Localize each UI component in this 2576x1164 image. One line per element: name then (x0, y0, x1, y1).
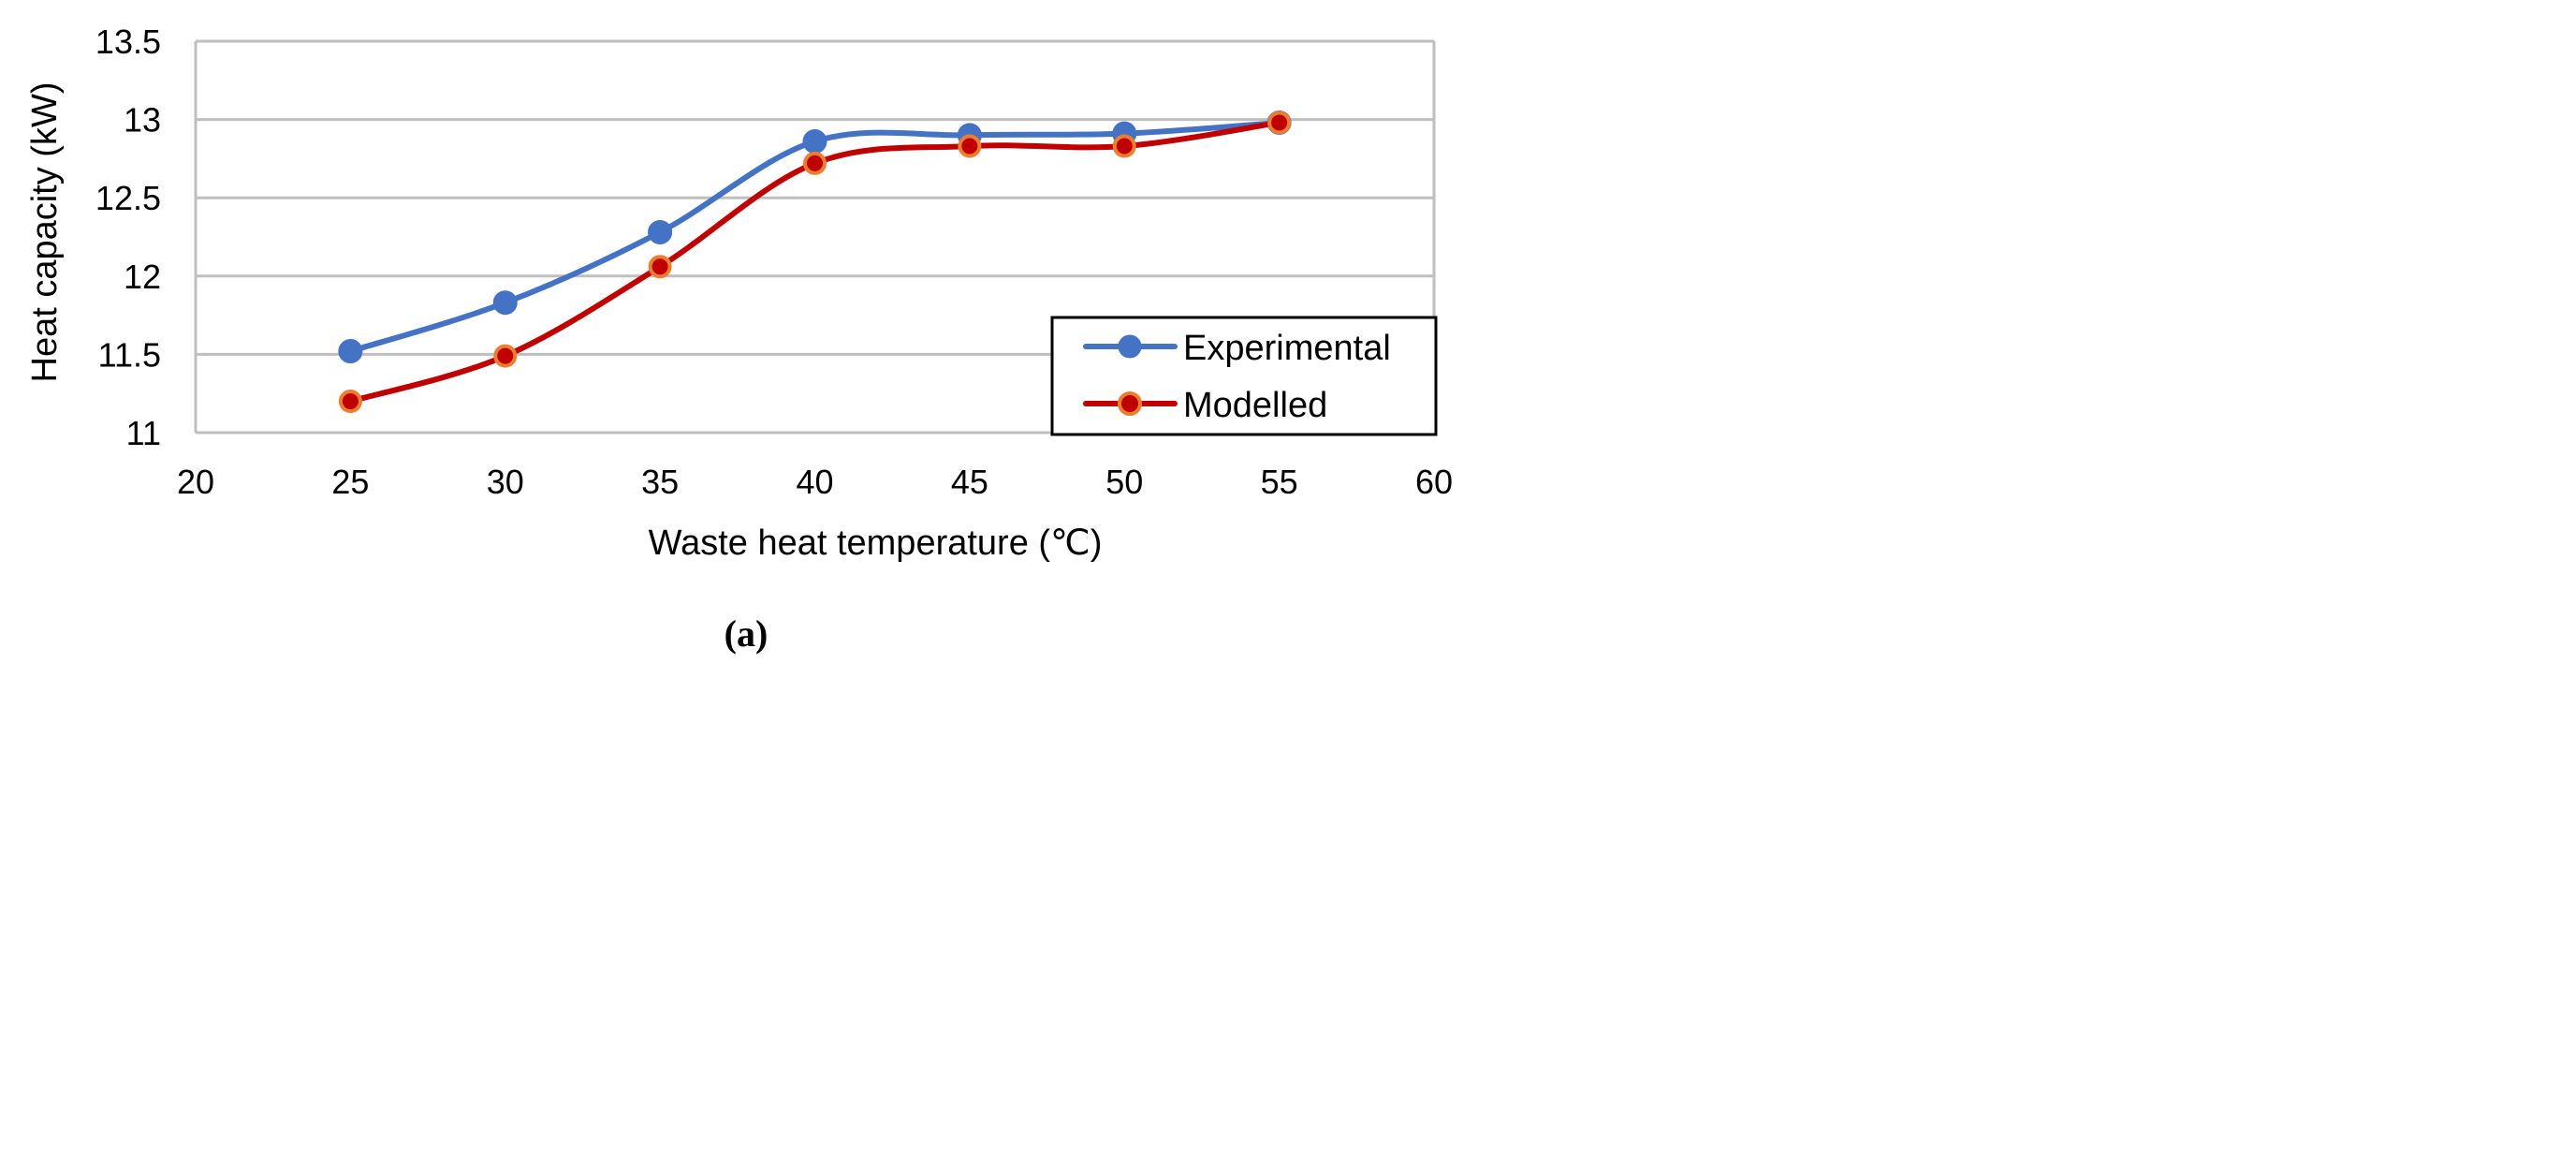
legend-swatch-marker-experimental (1118, 334, 1142, 359)
data-point-modelled (648, 255, 672, 279)
data-point-modelled (1267, 111, 1292, 135)
data-point-experimental (802, 129, 827, 155)
y-tick-label: 11.5 (98, 335, 161, 374)
y-tick-label: 12.5 (95, 179, 161, 217)
line-chart: 11 11.5 12 12.5 13 13.5 20 25 30 35 40 45 50 55 60 Wa… (25, 22, 1453, 655)
x-axis-title: Waste heat temperature (℃) (649, 523, 1103, 563)
legend-label-experimental: Experimental (1183, 329, 1391, 368)
y-tick-label: 13.5 (95, 22, 161, 61)
data-point-experimental (492, 290, 518, 316)
x-tick-label: 50 (1105, 463, 1143, 501)
x-tick-label: 45 (951, 463, 988, 501)
x-tick-label: 40 (796, 463, 833, 501)
series (338, 110, 1292, 414)
data-point-experimental (648, 219, 673, 244)
x-tick-label: 25 (331, 463, 369, 501)
legend-box (1050, 316, 1438, 436)
series-experimental (338, 110, 1292, 364)
data-point-modelled (493, 344, 518, 368)
y-axis-title: Heat capacity (kW) (25, 82, 65, 383)
y-tick-label: 12 (124, 258, 161, 296)
data-point-modelled (1112, 134, 1136, 158)
data-point-experimental (338, 339, 363, 364)
x-axis-ticks: 20 25 30 35 40 45 50 55 60 (177, 463, 1453, 501)
data-point-modelled (958, 134, 982, 158)
y-axis-ticks: 11 11.5 12 12.5 13 13.5 (95, 22, 161, 452)
x-tick-label: 60 (1415, 463, 1453, 501)
figure-caption: (a) (724, 612, 768, 655)
legend: Experimental Modelled (1050, 316, 1438, 436)
x-tick-label: 55 (1261, 463, 1298, 501)
y-tick-label: 11 (126, 414, 161, 452)
y-tick-label: 13 (124, 101, 161, 140)
legend-label-modelled: Modelled (1183, 386, 1327, 425)
data-point-modelled (338, 390, 362, 414)
series-modelled (338, 111, 1292, 414)
x-tick-label: 30 (487, 463, 524, 501)
data-point-modelled (803, 151, 827, 175)
x-tick-label: 35 (641, 463, 679, 501)
x-tick-label: 20 (177, 463, 214, 501)
legend-swatch-marker-modelled (1118, 391, 1142, 416)
